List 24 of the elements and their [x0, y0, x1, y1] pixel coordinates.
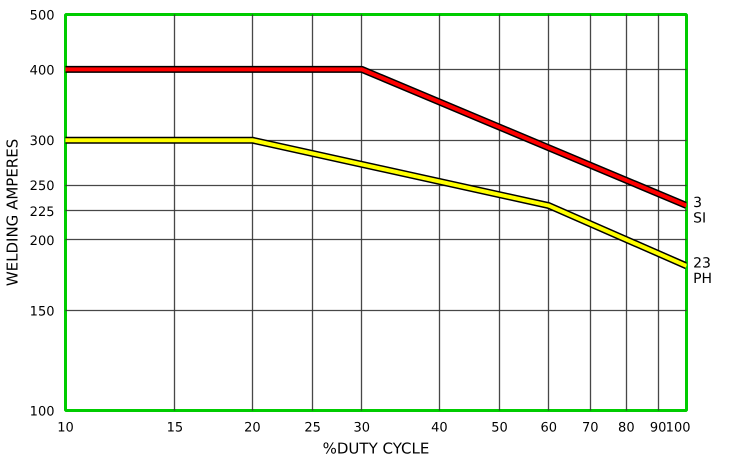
x-tick-label: 50 — [491, 420, 508, 436]
series-label: 23 PH — [693, 255, 712, 287]
y-tick-label: 225 — [30, 204, 55, 220]
x-tick-label: 25 — [304, 420, 321, 436]
x-tick-label: 60 — [540, 420, 558, 436]
y-tick-label: 500 — [30, 8, 55, 24]
x-tick-label: 20 — [244, 420, 261, 436]
y-tick-label: 250 — [30, 179, 55, 194]
x-tick-label: 15 — [166, 420, 184, 436]
x-tick-label: 80 — [618, 420, 635, 436]
x-tick-label: 10 — [57, 420, 74, 436]
x-tick-label: 40 — [431, 420, 448, 436]
series-label: 3 SI — [693, 195, 706, 227]
x-axis-title: %DUTY CYCLE — [322, 440, 430, 458]
x-tick-label: 70 — [582, 420, 599, 436]
x-tick-label: 90 — [650, 420, 666, 436]
x-tick-label: 100 — [666, 420, 691, 436]
y-tick-label: 150 — [30, 304, 55, 320]
y-tick-label: 400 — [30, 63, 55, 78]
y-tick-label: 300 — [30, 134, 55, 150]
y-axis-title: WELDING AMPERES — [4, 138, 22, 286]
x-tick-label: 30 — [354, 420, 370, 436]
y-tick-label: 200 — [30, 234, 55, 249]
y-tick-label: 100 — [30, 404, 55, 420]
